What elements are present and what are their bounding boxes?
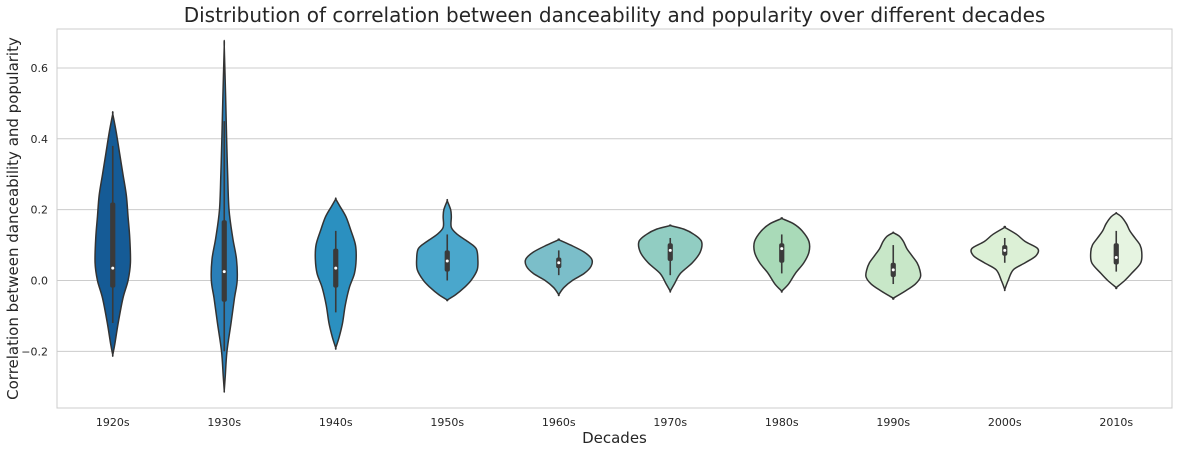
violin-2000s (970, 225, 1040, 292)
x-tick-label: 1940s (319, 416, 353, 429)
violin-median (445, 259, 449, 263)
violin-iqr-box (667, 243, 673, 262)
violin-median (780, 247, 784, 251)
x-tick-label: 1920s (96, 416, 130, 429)
x-tick-label: 1970s (653, 416, 687, 429)
x-tick-label: 1980s (765, 416, 799, 429)
x-tick-label: 1950s (430, 416, 464, 429)
chart-title: Distribution of correlation between danc… (184, 3, 1046, 27)
violins (94, 39, 1143, 393)
violin-iqr-box (110, 202, 116, 288)
violin-median (891, 268, 895, 272)
plot-area (56, 28, 1173, 409)
y-axis-label: Correlation between danceability and pop… (4, 37, 22, 400)
x-tick-label: 2010s (1099, 416, 1133, 429)
x-tick-label: 1960s (542, 416, 576, 429)
violin-median (1003, 248, 1007, 252)
y-tick-label: 0.6 (31, 62, 49, 75)
violin-1970s (637, 224, 703, 293)
violin-1990s (865, 231, 922, 300)
violin-1960s (524, 238, 594, 297)
violin-median (334, 266, 338, 270)
violin-1940s (314, 197, 357, 350)
x-axis-label: Decades (582, 429, 647, 447)
y-axis-ticks: −0.2 0.0 0.2 0.4 0.6 (21, 62, 48, 358)
violin-median (668, 248, 672, 252)
violin-1950s (415, 198, 479, 302)
x-axis-ticks: 1920s 1930s 1940s 1950s 1960s 1970s 1980s 1990s… (96, 416, 1133, 429)
y-tick-label: 0.4 (31, 133, 49, 146)
y-tick-label: 0.2 (31, 204, 49, 217)
violin-median (222, 270, 226, 274)
x-tick-label: 1930s (207, 416, 241, 429)
violin-2010s (1089, 212, 1143, 290)
violin-1980s (753, 217, 811, 293)
violin-median (1114, 255, 1118, 259)
y-tick-label: −0.2 (21, 345, 48, 358)
violin-iqr-box (1113, 243, 1119, 265)
y-tick-label: 0.0 (31, 274, 49, 287)
violin-1920s (94, 111, 132, 357)
x-tick-label: 1990s (876, 416, 910, 429)
violin-median (557, 261, 561, 265)
violin-1930s (210, 39, 239, 393)
violin-iqr-box (221, 220, 227, 302)
grid (57, 67, 1172, 352)
x-tick-label: 2000s (988, 416, 1022, 429)
violin-iqr-box (779, 243, 785, 263)
violin-median (111, 266, 115, 270)
